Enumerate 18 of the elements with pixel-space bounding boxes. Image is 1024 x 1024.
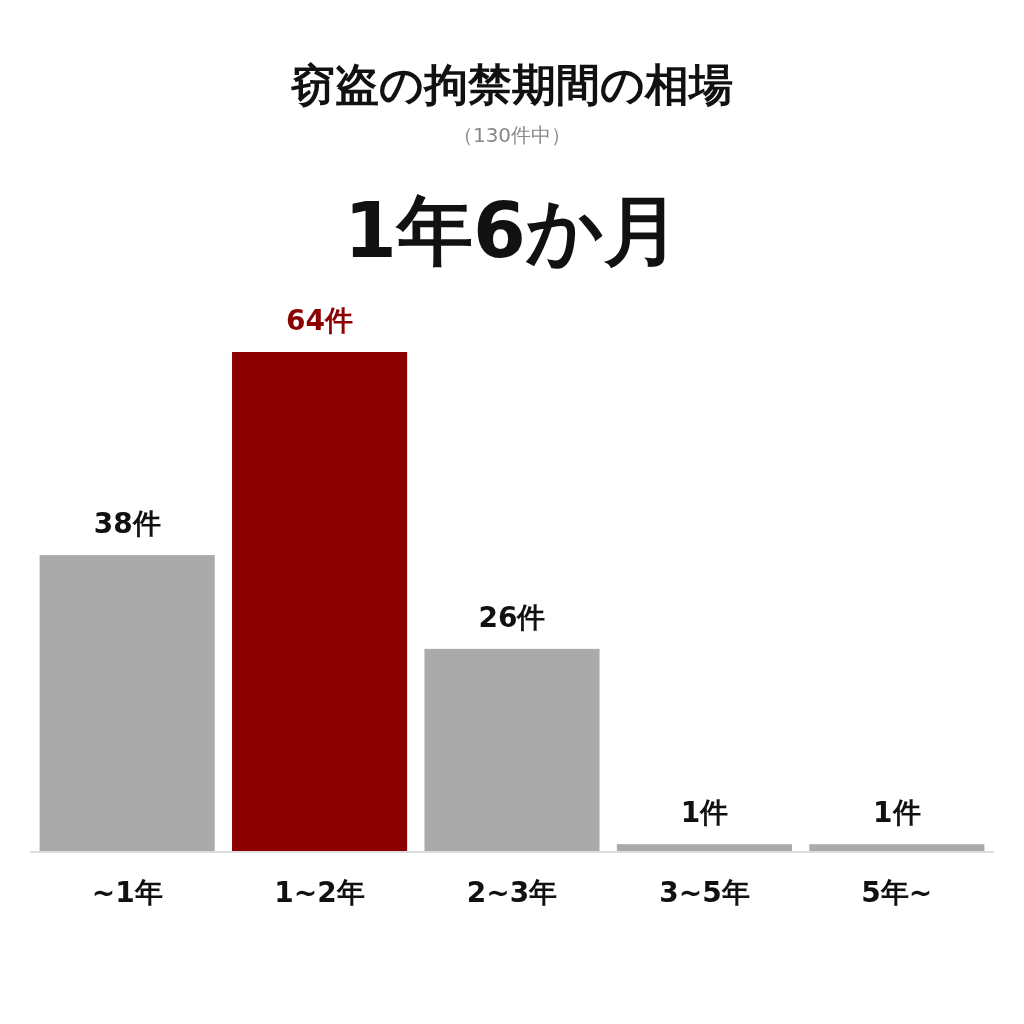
data-label: 1件 <box>680 796 729 830</box>
chart-subtitle: （130件中） <box>452 123 572 147</box>
data-label: 38件 <box>93 507 161 541</box>
x-tick-label: 2~3年 <box>466 876 558 909</box>
bar <box>232 352 408 852</box>
x-tick-label: 5年~ <box>861 876 933 909</box>
bar <box>616 844 792 852</box>
bar <box>39 555 215 852</box>
x-tick-label: 3~5年 <box>659 876 750 909</box>
x-tick-label: ~1年 <box>91 876 163 909</box>
bar <box>809 844 985 852</box>
data-label: 26件 <box>478 600 546 634</box>
data-label: 1件 <box>873 796 921 830</box>
bar <box>424 648 600 852</box>
data-label: 64件 <box>286 304 354 337</box>
x-tick-label: 1~2年 <box>274 876 365 909</box>
text: 1年6か月 <box>344 186 680 275</box>
chart-title: 窃盗の拘禁期間の相場 <box>290 59 733 110</box>
